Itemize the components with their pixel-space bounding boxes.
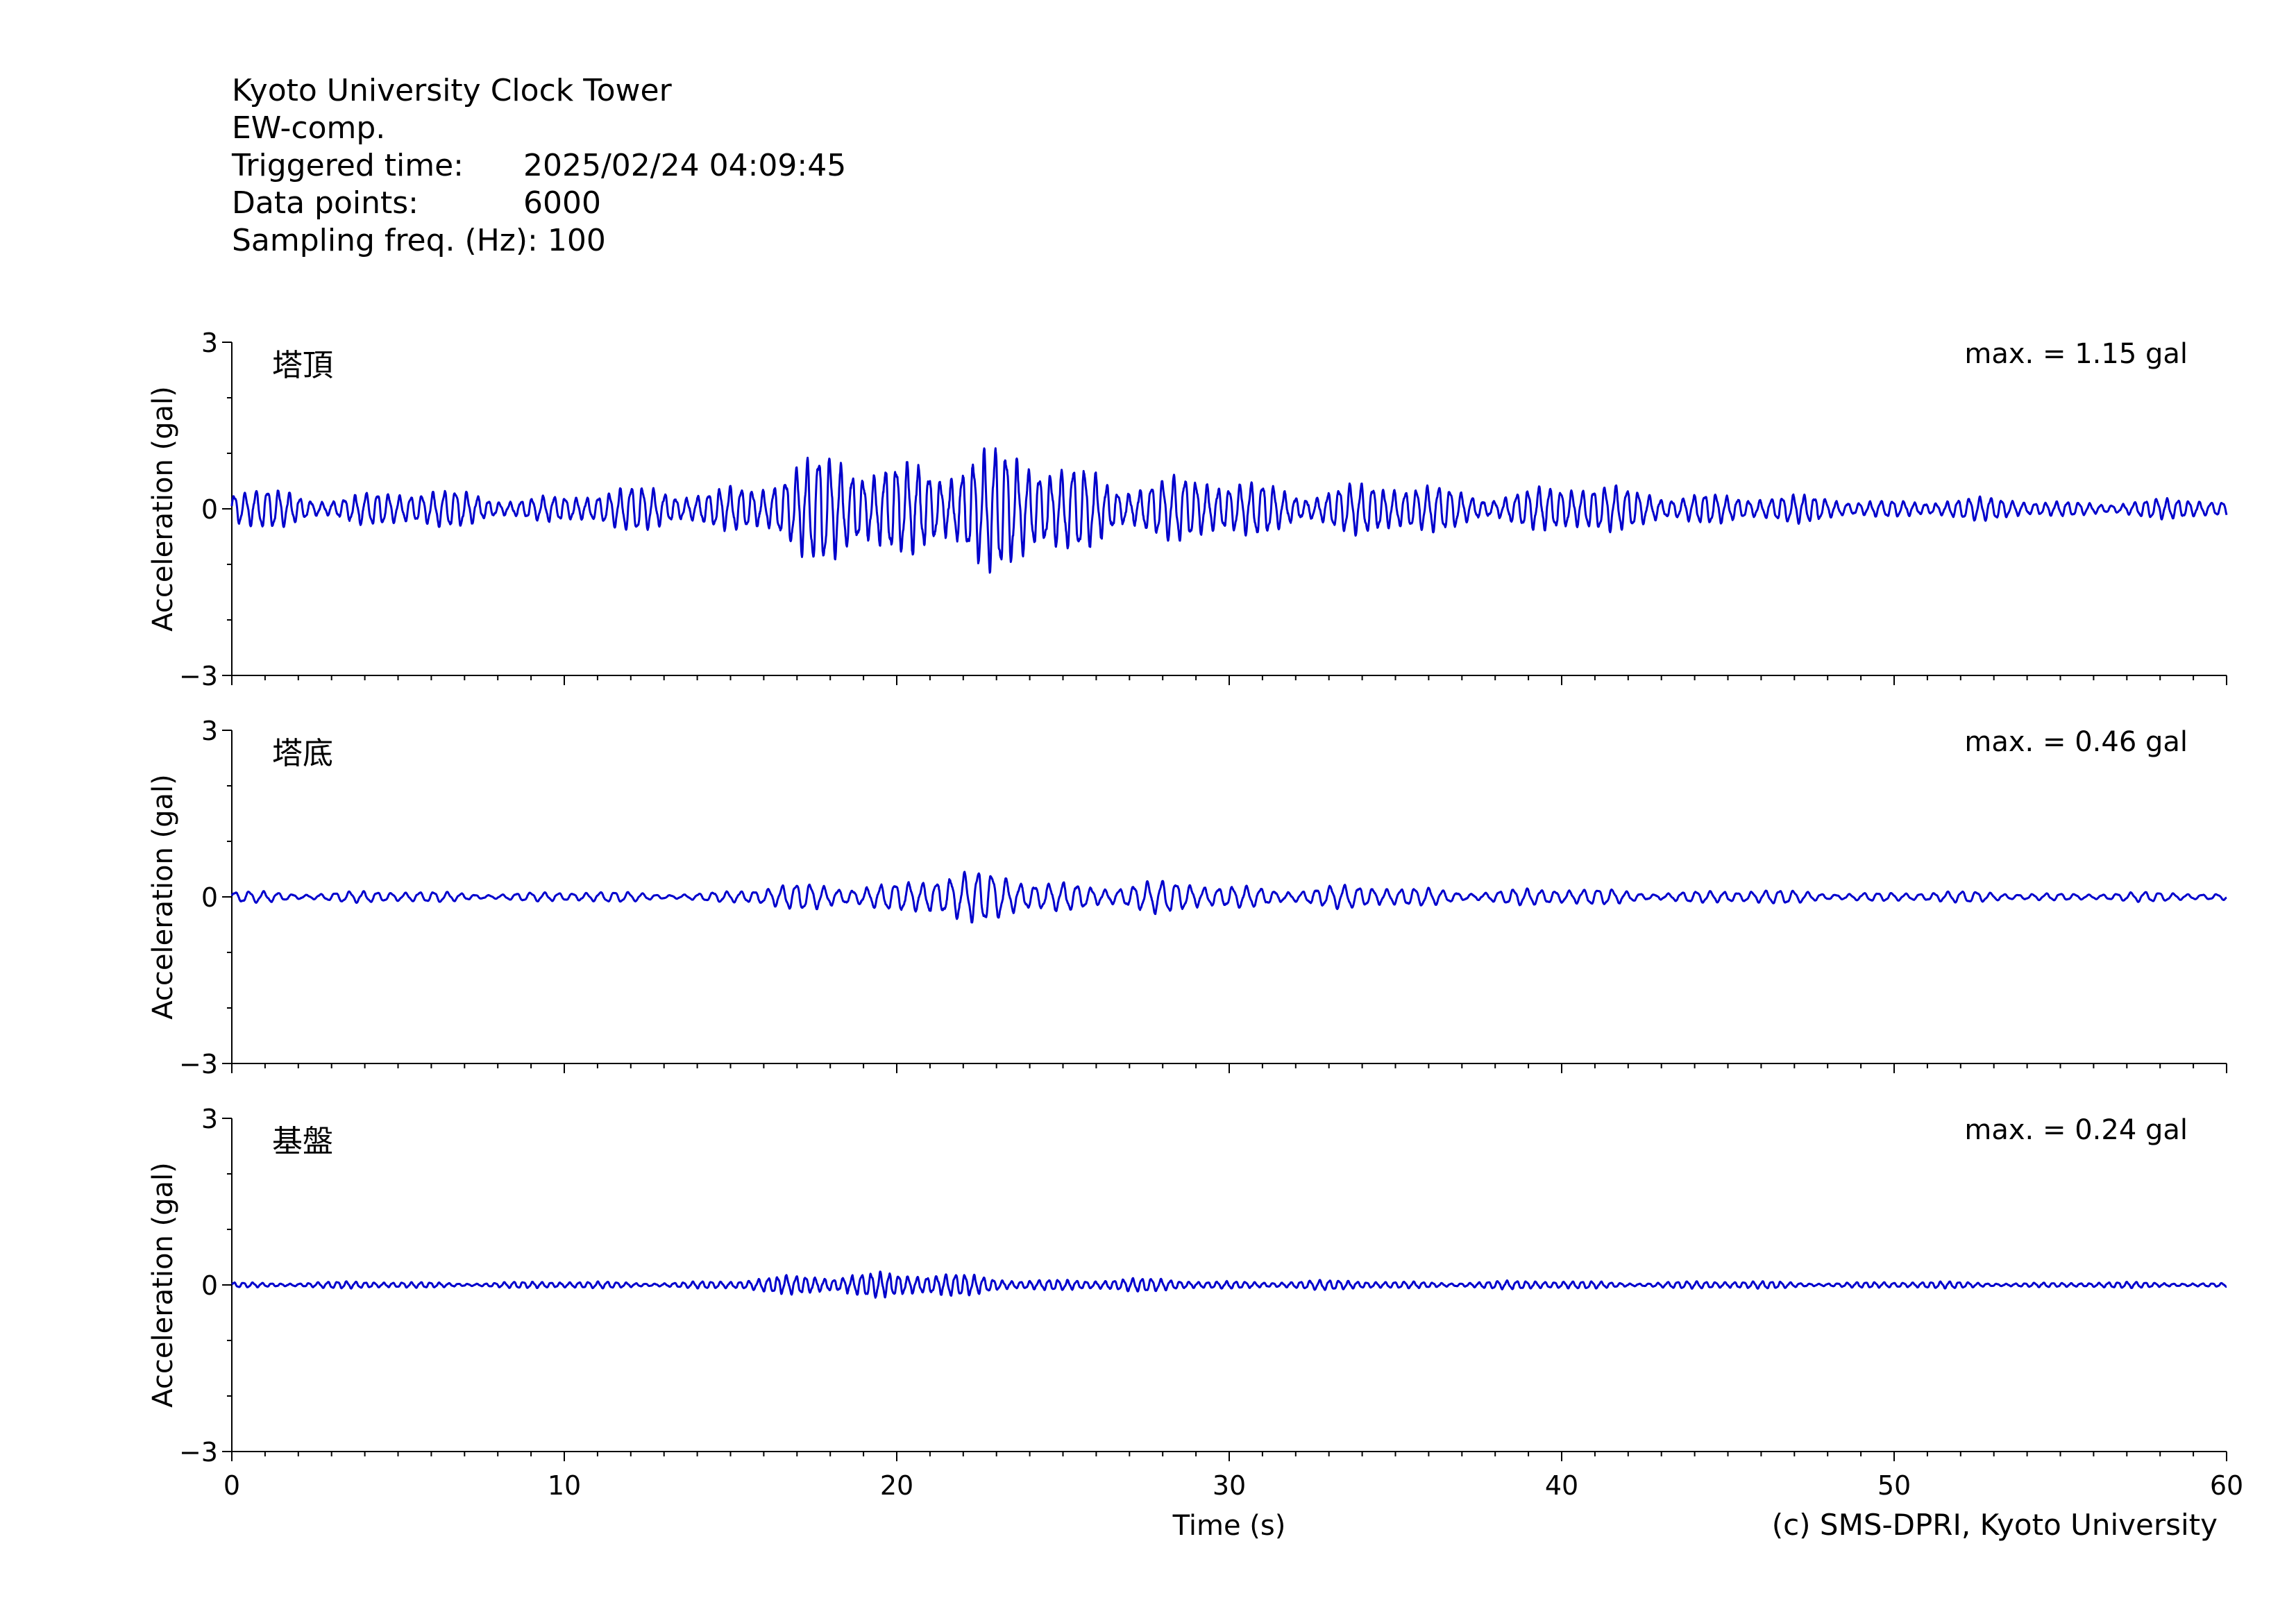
sampling-freq-label: Sampling freq. (Hz): — [232, 223, 538, 258]
y-axis-label: Acceleration (gal) — [147, 1162, 179, 1408]
waveform-trace — [230, 447, 2228, 574]
max-annotation: max. = 0.24 gal — [1964, 1114, 2188, 1146]
y-tick-label: −3 — [179, 1437, 218, 1468]
x-tick-label: 30 — [1213, 1470, 1246, 1501]
waveform-trace — [230, 871, 2227, 924]
sampling-freq-value: 100 — [547, 223, 606, 258]
y-axis-label: Acceleration (gal) — [147, 774, 179, 1020]
panel-label: 塔頂 — [272, 348, 333, 383]
waveform-trace — [231, 1270, 2227, 1299]
y-axis-label: Acceleration (gal) — [147, 386, 179, 632]
x-tick-label: 20 — [880, 1470, 913, 1501]
panel-label: 塔底 — [272, 736, 333, 771]
y-tick-label: 0 — [201, 1270, 218, 1301]
triggered-time-row: Triggered time: 2025/02/24 04:09:45 — [232, 147, 846, 185]
copyright-credit: (c) SMS-DPRI, Kyoto University — [1771, 1508, 2218, 1542]
x-tick-label: 10 — [548, 1470, 581, 1501]
station-name: Kyoto University Clock Tower — [232, 73, 672, 108]
component-name: EW-comp. — [232, 110, 386, 146]
y-tick-label: −3 — [179, 1049, 218, 1079]
y-tick-label: 0 — [201, 882, 218, 913]
y-tick-label: 3 — [201, 328, 218, 358]
x-tick-label: 50 — [1877, 1470, 1911, 1501]
y-tick-label: −3 — [179, 661, 218, 691]
y-tick-label: 3 — [201, 716, 218, 746]
data-points-value: 6000 — [523, 185, 601, 221]
triggered-time-value: 2025/02/24 04:09:45 — [523, 148, 847, 183]
data-points-row: Data points: 6000 — [232, 185, 846, 222]
y-tick-label: 0 — [201, 494, 218, 525]
data-points-label: Data points: — [232, 185, 419, 221]
y-tick-label: 3 — [201, 1104, 218, 1134]
x-tick-label: 60 — [2210, 1470, 2243, 1501]
sampling-freq-row: Sampling freq. (Hz): 100 — [232, 222, 846, 260]
triggered-time-label: Triggered time: — [232, 148, 464, 183]
x-tick-label: 0 — [223, 1470, 240, 1501]
x-axis-label: Time (s) — [1172, 1510, 1286, 1542]
max-annotation: max. = 1.15 gal — [1964, 338, 2188, 370]
panel-label: 基盤 — [272, 1124, 333, 1159]
max-annotation: max. = 0.46 gal — [1964, 726, 2188, 758]
record-header: Kyoto University Clock Tower EW-comp. Tr… — [232, 72, 846, 260]
x-tick-label: 40 — [1545, 1470, 1578, 1501]
